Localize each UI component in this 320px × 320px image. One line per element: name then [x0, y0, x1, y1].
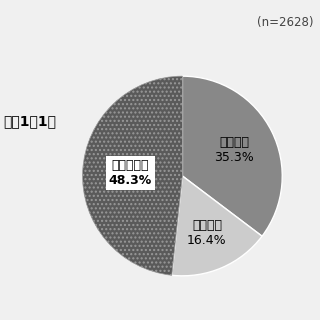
Text: 増加した
35.3%: 増加した 35.3%: [214, 136, 254, 164]
Text: 変わらない
48.3%: 変わらない 48.3%: [109, 159, 152, 187]
Wedge shape: [182, 76, 282, 236]
Text: (n=2628): (n=2628): [257, 16, 314, 29]
Wedge shape: [83, 76, 182, 275]
Text: 減少した
16.4%: 減少した 16.4%: [187, 219, 227, 247]
Text: 『図1－1』: 『図1－1』: [3, 115, 56, 129]
Wedge shape: [172, 176, 262, 276]
